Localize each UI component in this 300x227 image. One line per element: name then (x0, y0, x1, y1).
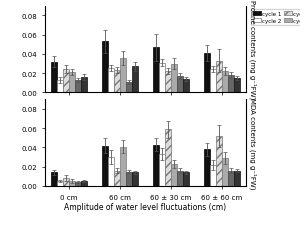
Bar (204, 150, 210, 186)
Bar (51, 62, 57, 93)
Bar (228, 171, 234, 186)
Bar (183, 173, 189, 186)
X-axis label: Amplitude of water level fluctuations (cm): Amplitude of water level fluctuations (c… (64, 202, 226, 211)
Bar (159, 155, 165, 186)
Bar (75, 182, 81, 186)
Bar (165, 130, 171, 186)
Bar (153, 145, 159, 186)
Bar (204, 54, 210, 93)
Bar (63, 178, 69, 186)
Bar (210, 165, 216, 186)
Bar (165, 72, 171, 93)
Bar (69, 73, 75, 93)
Y-axis label: Proline contents (mg g⁻¹FW): Proline contents (mg g⁻¹FW) (249, 0, 256, 99)
Bar (108, 157, 114, 186)
Bar (216, 136, 222, 186)
Bar (81, 181, 87, 186)
Bar (63, 70, 69, 93)
Bar (222, 72, 228, 93)
Bar (102, 146, 108, 186)
Bar (234, 171, 240, 186)
Bar (120, 59, 126, 93)
Bar (216, 62, 222, 93)
Bar (120, 147, 126, 186)
Bar (126, 172, 132, 186)
Bar (177, 77, 183, 93)
Bar (51, 173, 57, 186)
Bar (222, 158, 228, 186)
Y-axis label: MDA contents (mg g⁻¹FW): MDA contents (mg g⁻¹FW) (249, 97, 256, 189)
Bar (132, 173, 138, 186)
Bar (171, 164, 177, 186)
Bar (81, 78, 87, 93)
Legend: cycle 1, cycle 2, cycle 3, cycle 4, cycle 5, cycle 6: cycle 1, cycle 2, cycle 3, cycle 4, cycl… (251, 10, 300, 26)
Bar (132, 67, 138, 93)
Bar (234, 79, 240, 93)
Bar (75, 81, 81, 93)
Bar (114, 71, 120, 93)
Bar (126, 82, 132, 93)
Bar (108, 69, 114, 93)
Bar (228, 76, 234, 93)
Bar (171, 64, 177, 93)
Bar (57, 81, 63, 93)
Bar (183, 80, 189, 93)
Bar (210, 70, 216, 93)
Bar (153, 48, 159, 93)
Bar (177, 171, 183, 186)
Bar (69, 181, 75, 186)
Bar (102, 42, 108, 93)
Bar (114, 171, 120, 186)
Bar (159, 63, 165, 93)
Bar (57, 181, 63, 186)
